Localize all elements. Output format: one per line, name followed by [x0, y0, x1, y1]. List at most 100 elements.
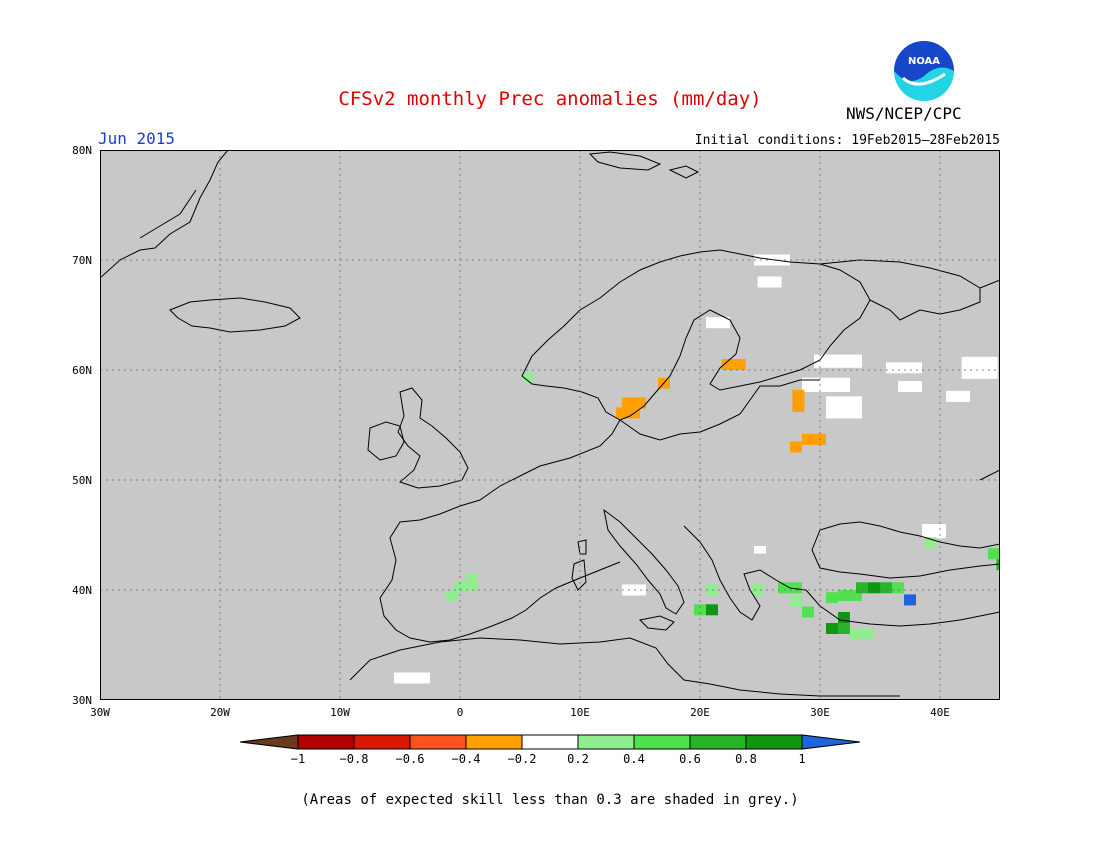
anomaly-cell — [706, 317, 730, 329]
lon-label-20w: 20W — [210, 706, 230, 719]
anomaly-cell — [826, 592, 838, 604]
noaa-logo-text: NOAA — [908, 56, 940, 67]
lat-label-80n: 80N — [72, 144, 92, 157]
ireland-coast — [367, 421, 405, 461]
colorbar-label: 1 — [798, 752, 806, 766]
anomaly-cell — [988, 548, 1000, 560]
anomaly-cell — [924, 537, 937, 549]
anomaly-cell — [466, 573, 478, 590]
colorbar-segment — [240, 734, 299, 750]
anomaly-cell — [721, 359, 746, 370]
north-africa-coast — [349, 637, 900, 697]
anomaly-cell — [802, 433, 826, 445]
lon-label-10w: 10W — [330, 706, 350, 719]
colorbar-label: 0.2 — [567, 752, 589, 766]
lon-label-10e: 10E — [570, 706, 590, 719]
coastlines — [100, 150, 1000, 697]
lon-label-30e: 30E — [810, 706, 830, 719]
greenland-coast — [100, 150, 229, 279]
colorbar-label: 0.6 — [679, 752, 701, 766]
anomaly-cell — [790, 441, 802, 453]
anomaly-cell — [814, 354, 862, 368]
chart-title: CFSv2 monthly Prec anomalies (mm/day) — [338, 88, 762, 110]
colorbar-segment — [297, 734, 355, 750]
lon-label-30w: 30W — [90, 706, 110, 719]
colorbar-segment — [801, 734, 860, 750]
anomaly-cell — [838, 612, 850, 623]
svalbard-coast — [588, 151, 662, 171]
colorbar-label: 0.4 — [623, 752, 645, 766]
colorbar — [240, 734, 860, 750]
anomaly-cell — [792, 389, 805, 412]
anomaly-cell — [694, 604, 706, 616]
anomaly-cell — [850, 628, 874, 640]
anomaly-cell — [961, 356, 998, 379]
colorbar-label: −0.8 — [339, 752, 369, 766]
colorbar-segment — [521, 734, 579, 750]
map-background — [100, 150, 1000, 700]
lat-label-70n: 70N — [72, 254, 92, 267]
anomaly-cell — [826, 396, 862, 419]
europe-west-coast — [379, 419, 621, 643]
anomaly-cell — [880, 582, 892, 594]
anomaly-cell — [802, 377, 850, 392]
baltic-coast — [619, 379, 820, 441]
balkans-coast — [683, 525, 807, 621]
colorbar-label: −0.2 — [507, 752, 537, 766]
lat-label-50n: 50N — [72, 474, 92, 487]
anomaly-cell — [454, 581, 466, 593]
anomaly-cell — [790, 595, 802, 607]
colorbar-segment — [465, 734, 523, 750]
anomaly-cell — [868, 582, 880, 594]
colorbar-label: −0.4 — [451, 752, 481, 766]
valid-month: Jun 2015 — [98, 129, 176, 148]
initial-conditions: Initial conditions: 19Feb2015–28Feb2015 — [694, 133, 1000, 148]
anomaly-cell — [886, 362, 922, 374]
iceland-coast — [169, 297, 301, 333]
anomaly-cell — [826, 623, 838, 634]
anomaly-cell — [754, 546, 766, 554]
anomaly-cell — [757, 276, 782, 288]
anomaly-cell — [751, 584, 764, 596]
anomaly-cell — [838, 623, 850, 634]
anomaly-cell — [898, 381, 922, 392]
colorbar-segment — [689, 734, 747, 750]
lat-label-30n: 30N — [72, 694, 92, 707]
black-sea-coast — [819, 521, 1000, 549]
colorbar-segment — [409, 734, 467, 750]
anomaly-cell — [706, 604, 718, 616]
turkey-south-coast — [805, 589, 1000, 627]
anomaly-cell — [802, 606, 814, 618]
anomaly-cell — [394, 672, 430, 684]
lon-label-0: 0 — [456, 706, 464, 719]
anomaly-cell — [616, 407, 640, 419]
colorbar-label: −0.6 — [395, 752, 425, 766]
anomaly-cell — [892, 582, 904, 594]
lon-label-40e: 40E — [930, 706, 950, 719]
anomaly-cell — [922, 524, 946, 539]
graticule — [100, 150, 1000, 700]
colorbar-label: 0.8 — [735, 752, 757, 766]
anomaly-cell — [996, 559, 1000, 571]
scandinavia-coast — [521, 249, 871, 421]
anomaly-cell — [622, 397, 646, 409]
anomaly-cell — [904, 594, 916, 606]
anomaly-cell — [523, 372, 534, 384]
lat-label-60n: 60N — [72, 364, 92, 377]
colorbar-segment — [633, 734, 691, 750]
lat-label-40n: 40N — [72, 584, 92, 597]
colorbar-segment — [577, 734, 635, 750]
agency-label: NWS/NCEP/CPC — [846, 104, 962, 123]
anomaly-cell — [445, 590, 458, 601]
italy-coast — [603, 508, 685, 615]
map-panel — [100, 150, 1000, 700]
anomaly-cell — [838, 590, 862, 601]
noaa-logo: NOAA — [894, 41, 954, 101]
britain-coast — [397, 387, 469, 489]
skill-footnote: (Areas of expected skill less than 0.3 a… — [301, 792, 799, 808]
colorbar-segment — [353, 734, 411, 750]
lon-label-20e: 20E — [690, 706, 710, 719]
anomaly-cell — [946, 390, 970, 402]
anomaly-cell — [856, 582, 868, 594]
colorbar-segment — [745, 734, 803, 750]
